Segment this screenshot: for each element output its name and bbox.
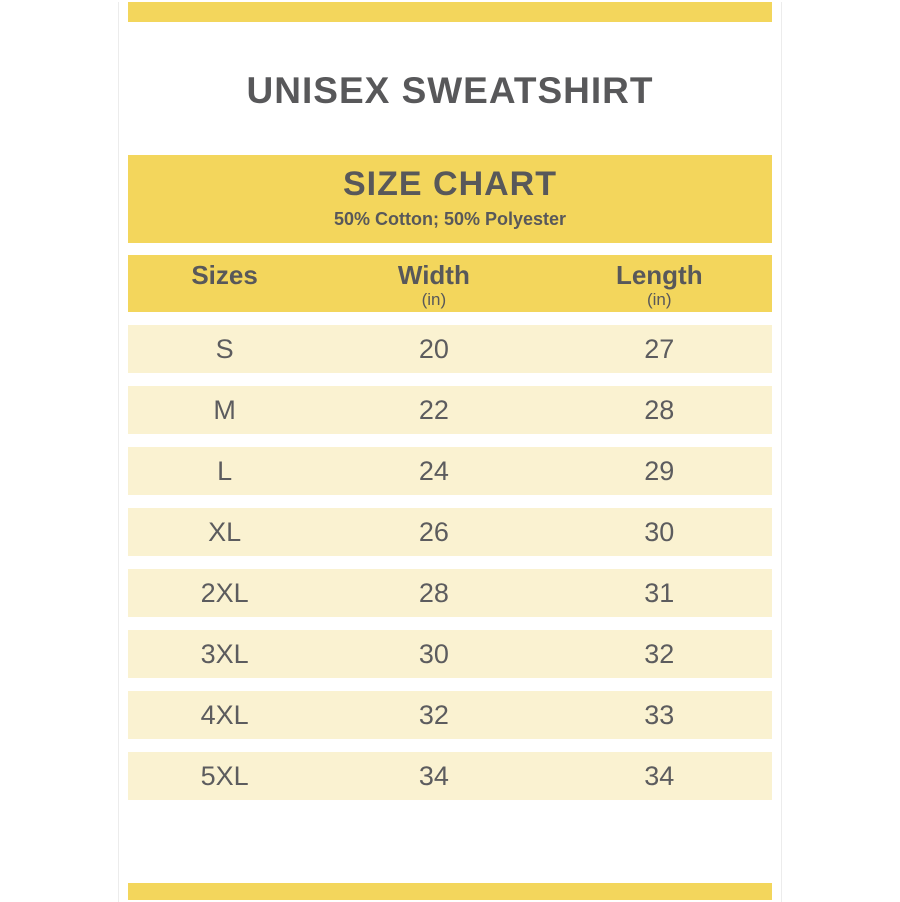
size-chart-subtitle: 50% Cotton; 50% Polyester [333,209,567,229]
row-width-value: 34 [418,760,449,791]
table-row: 5XL 34 34 [128,752,772,800]
row-length-value: 30 [644,516,675,547]
row-size-label: M [213,394,236,425]
column-header-length: Length (in) [547,261,772,312]
row-length-value: 28 [644,394,675,425]
table-row: L 24 29 [128,447,772,495]
right-page-edge [781,2,782,902]
row-width-value: 28 [418,577,449,608]
row-width-value: 24 [418,455,449,486]
row-length-value: 34 [644,760,675,791]
column-header-length-label: Length [615,260,703,290]
row-width-value: 20 [418,333,449,364]
table-row: S 20 27 [128,325,772,373]
row-width-value: 30 [418,638,449,669]
column-header-sizes-label: Sizes [191,260,258,290]
table-row: 3XL 30 32 [128,630,772,678]
row-size-label: 3XL [200,638,249,669]
row-size-label: 4XL [200,699,249,730]
table-row: M 22 28 [128,386,772,434]
top-accent-bar [128,2,772,22]
row-length-value: 31 [644,577,675,608]
row-size-label: L [217,455,233,486]
left-page-edge [118,2,119,902]
column-header-width-unit: (in) [421,290,447,309]
column-header-length-unit: (in) [646,290,672,309]
content-column: UNISEX SWEATSHIRT SIZE CHART 50% Cotton;… [128,2,772,900]
row-size-label: 5XL [200,760,249,791]
page-title: UNISEX SWEATSHIRT [246,70,654,111]
row-length-value: 32 [644,638,675,669]
row-length-value: 33 [644,699,675,730]
size-chart-title: SIZE CHART [343,165,557,203]
row-size-label: S [215,333,234,364]
column-header-width: Width (in) [321,261,546,312]
row-width-value: 26 [418,516,449,547]
row-width-value: 32 [418,699,449,730]
table-header-row: Sizes Width (in) Length (in) [128,255,772,312]
column-header-width-label: Width [397,260,470,290]
row-width-value: 22 [418,394,449,425]
table-row: XL 26 30 [128,508,772,556]
row-length-value: 29 [644,455,675,486]
table-body: S 20 27 M 22 28 L 24 29 XL 26 30 [128,325,772,800]
table-row: 4XL 32 33 [128,691,772,739]
column-header-sizes: Sizes [128,261,321,312]
row-length-value: 27 [644,333,675,364]
table-row: 2XL 28 31 [128,569,772,617]
row-size-label: XL [208,516,242,547]
bottom-accent-bar [128,883,772,900]
row-size-label: 2XL [200,577,249,608]
size-chart-header: SIZE CHART 50% Cotton; 50% Polyester [128,155,772,243]
